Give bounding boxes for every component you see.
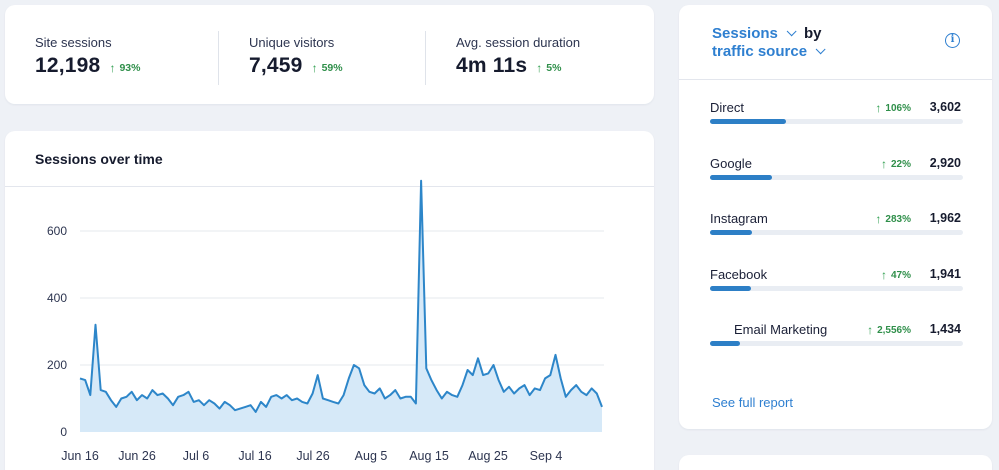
- y-tick-label: 0: [60, 425, 67, 439]
- x-tick-label: Aug 15: [409, 449, 449, 463]
- source-value: 1,434: [929, 322, 961, 336]
- source-change-value: 106%: [885, 102, 911, 114]
- kpi-unique-visitors[interactable]: Unique visitors 7,459 ↑ 59%: [249, 35, 343, 78]
- next-card: [679, 455, 992, 470]
- x-tick-label: Jun 16: [61, 449, 99, 463]
- x-tick-label: Jul 6: [183, 449, 209, 463]
- dimension-dropdown[interactable]: traffic source: [712, 43, 826, 60]
- kpi-value: 7,459: [249, 54, 303, 77]
- chevron-down-icon: [786, 26, 797, 37]
- kpi-site-sessions[interactable]: Site sessions 12,198 ↑ 93%: [35, 35, 140, 78]
- y-tick-label: 600: [47, 224, 67, 238]
- source-change: ↑ 47%: [881, 268, 911, 282]
- kpi-change: ↑ 93%: [109, 61, 140, 75]
- kpi-avg-session-duration[interactable]: Avg. session duration 4m 11s ↑ 5%: [456, 35, 580, 78]
- arrow-up-icon: ↑: [875, 101, 882, 115]
- kpi-divider: [218, 31, 219, 85]
- kpi-change-value: 59%: [321, 62, 343, 74]
- source-bar-track: [710, 119, 963, 124]
- source-change: ↑ 283%: [875, 212, 911, 226]
- x-tick-label: Sep 4: [530, 449, 563, 463]
- source-bar-fill: [710, 119, 786, 124]
- info-icon[interactable]: i: [945, 33, 960, 48]
- source-change-value: 47%: [890, 269, 911, 281]
- kpi-change-value: 93%: [119, 62, 141, 74]
- source-bar-fill: [710, 230, 752, 235]
- kpi-change-value: 5%: [546, 62, 562, 74]
- sessions-line: [79, 179, 603, 413]
- kpi-label: Site sessions: [35, 35, 112, 50]
- by-label: by: [804, 25, 822, 42]
- metric-dropdown-label: Sessions: [712, 25, 778, 42]
- kpi-label: Unique visitors: [249, 35, 335, 50]
- arrow-up-icon: ↑: [880, 157, 887, 171]
- source-bar-track: [710, 230, 963, 235]
- source-bar-track: [710, 341, 963, 346]
- divider: [5, 186, 654, 187]
- source-value: 1,962: [929, 211, 961, 225]
- kpi-change: ↑ 59%: [312, 61, 343, 75]
- source-change: ↑ 2,556%: [867, 323, 911, 337]
- source-bar-fill: [710, 341, 741, 346]
- source-value: 2,920: [929, 156, 961, 170]
- source-bar-fill: [710, 286, 752, 291]
- arrow-up-icon: ↑: [875, 212, 882, 226]
- x-tick-label: Aug 5: [355, 449, 388, 463]
- x-tick-label: Jul 16: [238, 449, 271, 463]
- source-bar-track: [710, 175, 963, 180]
- y-tick-label: 400: [47, 291, 67, 305]
- source-value: 3,602: [929, 100, 961, 114]
- traffic-source-header: Sessions by traffic source i: [679, 5, 992, 80]
- source-name: Google: [710, 156, 752, 171]
- kpi-card: Site sessions 12,198 ↑ 93% Unique visitor…: [5, 5, 654, 104]
- source-change-value: 2,556%: [877, 324, 911, 336]
- sessions-chart[interactable]: 0 200 400 600 Jun 16 Jun 26 Jul 6 Jul 16 Jul 26 A…: [5, 131, 654, 470]
- arrow-up-icon: ↑: [109, 61, 116, 75]
- x-tick-label: Jul 26: [296, 449, 329, 463]
- y-tick-label: 200: [47, 358, 67, 372]
- x-tick-label: Jun 26: [118, 449, 156, 463]
- source-value: 1,941: [929, 267, 961, 281]
- chevron-down-icon: [815, 44, 826, 55]
- sessions-chart-card: Sessions over time 0 200 400 600 Jun 16 Jun 2…: [5, 131, 654, 470]
- source-change-value: 22%: [890, 158, 911, 170]
- kpi-value: 4m 11s: [456, 54, 528, 77]
- source-name: Direct: [710, 100, 744, 115]
- arrow-up-icon: ↑: [311, 61, 318, 75]
- chart-title: Sessions over time: [35, 151, 163, 167]
- dimension-dropdown-label: traffic source: [712, 43, 808, 60]
- kpi-label: Avg. session duration: [456, 35, 581, 50]
- kpi-value: 12,198: [35, 54, 101, 77]
- arrow-up-icon: ↑: [536, 61, 543, 75]
- see-full-report-link[interactable]: See full report: [712, 395, 793, 410]
- arrow-up-icon: ↑: [880, 268, 887, 282]
- arrow-up-icon: ↑: [867, 323, 874, 337]
- source-bar-fill: [710, 175, 772, 180]
- source-name: Instagram: [710, 211, 768, 226]
- traffic-source-card: Sessions by traffic source i Direct ↑ 106%…: [679, 5, 992, 429]
- source-change: ↑ 22%: [881, 157, 911, 171]
- source-bar-track: [710, 286, 963, 291]
- source-name: Email Marketing: [734, 322, 828, 337]
- source-name: Facebook: [710, 267, 768, 282]
- metric-dropdown[interactable]: Sessions: [712, 25, 797, 42]
- source-change-value: 283%: [885, 213, 911, 225]
- kpi-divider: [425, 31, 426, 85]
- x-tick-label: Aug 25: [468, 449, 508, 463]
- kpi-change: ↑ 5%: [536, 61, 561, 75]
- source-change: ↑ 106%: [875, 101, 911, 115]
- sessions-area: [80, 180, 602, 432]
